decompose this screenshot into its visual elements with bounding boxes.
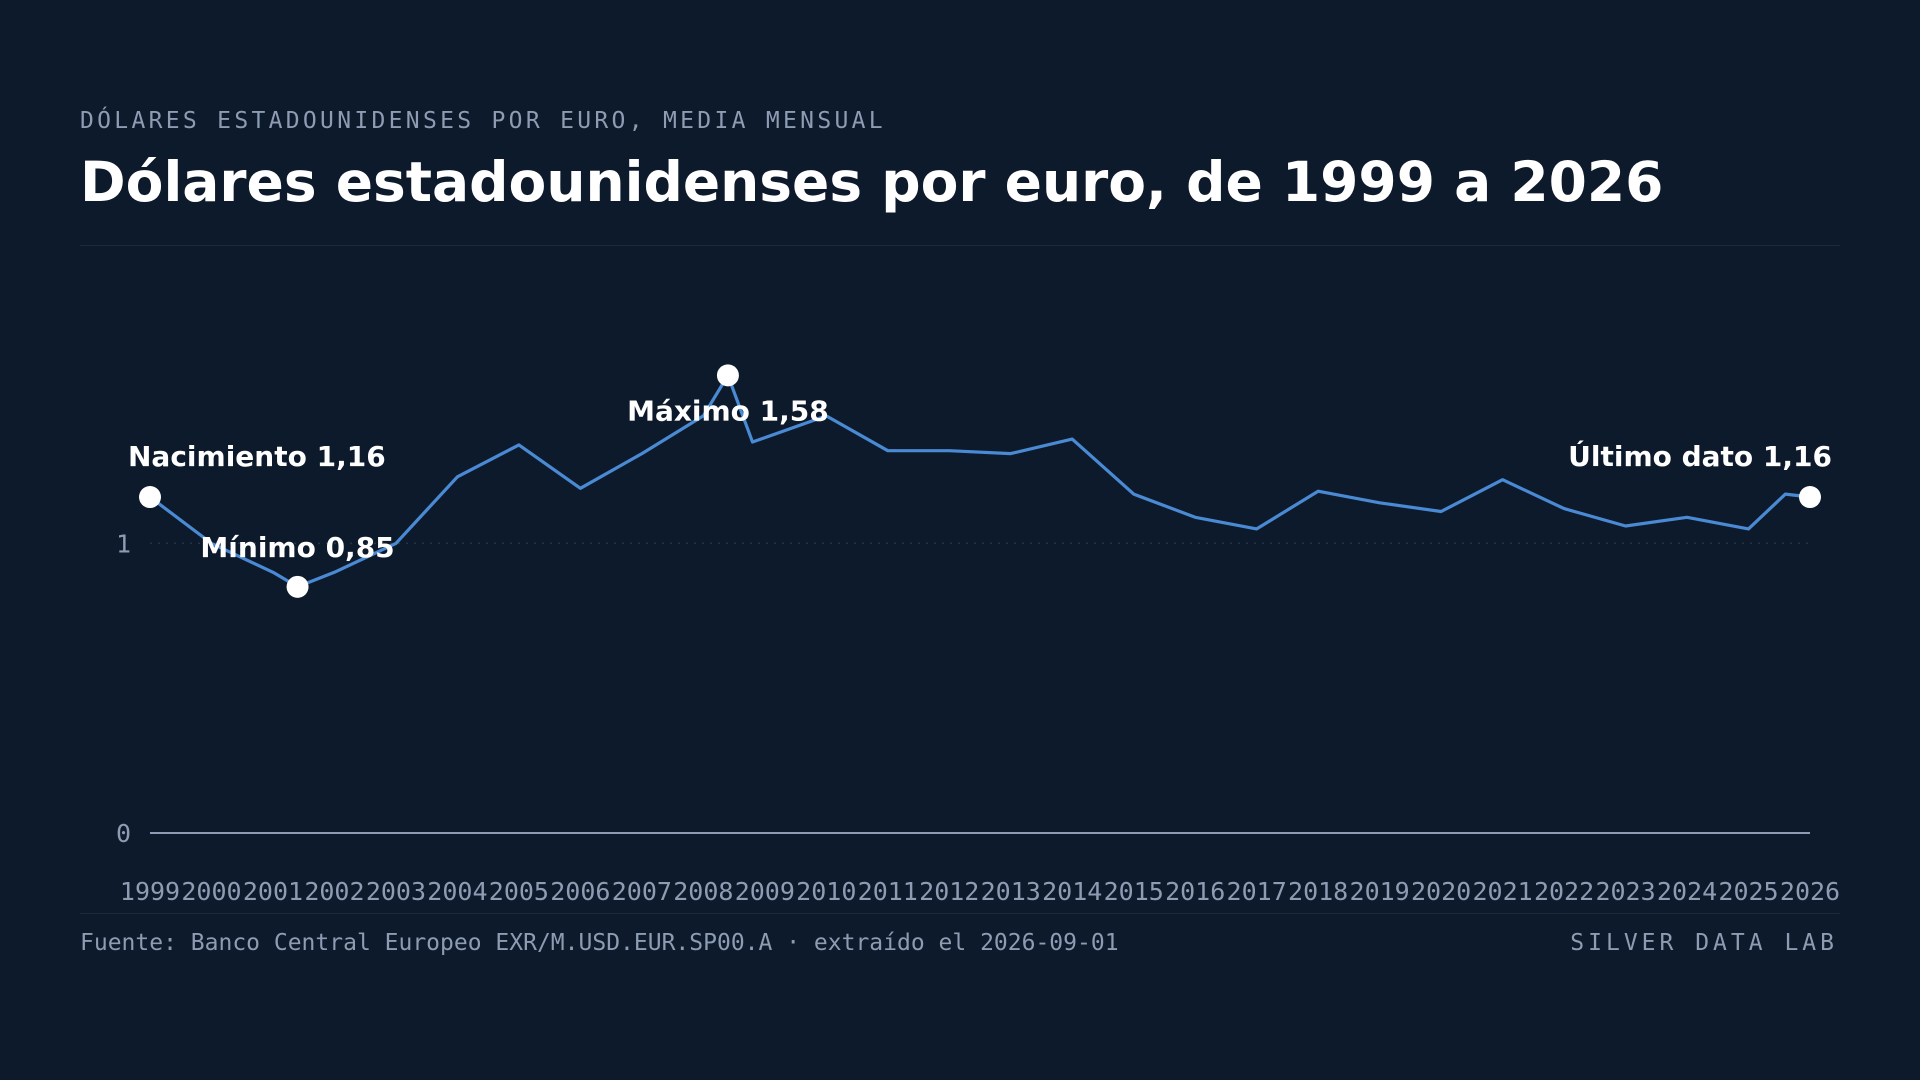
brand-label: SILVER DATA LAB	[1570, 930, 1838, 956]
annotation-marker	[139, 486, 161, 509]
annotation-marker	[1799, 486, 1821, 509]
series-layer	[148, 373, 1812, 589]
x-tick-label: 2004	[427, 877, 487, 906]
source-note: Fuente: Banco Central Europeo EXR/M.USD.…	[80, 930, 1119, 956]
annotations: Nacimiento 1,16 Mínimo 0,85 Máximo 1,58 Últ…	[128, 364, 1832, 598]
x-tick-label: 2013	[981, 877, 1041, 906]
x-tick-label: 2002	[304, 877, 364, 906]
x-tick-label: 2011	[858, 877, 918, 906]
footer-divider	[80, 913, 1840, 914]
x-tick-label: 2012	[919, 877, 979, 906]
x-tick-label: 2006	[550, 877, 610, 906]
chart-title: Dólares estadounidenses por euro, de 199…	[80, 150, 1664, 214]
annotation-marker	[716, 364, 739, 387]
x-tick-label: 2018	[1288, 877, 1348, 906]
x-tick-label: 2003	[366, 877, 426, 906]
x-tick-label: 2007	[612, 877, 672, 906]
x-tick-label: 2000	[181, 877, 241, 906]
x-tick-label: 2019	[1350, 877, 1410, 906]
x-tick-label: 2010	[796, 877, 856, 906]
x-tick-label: 2014	[1042, 877, 1102, 906]
x-tick-label: 2022	[1534, 877, 1594, 906]
x-tick-label: 2025	[1718, 877, 1778, 906]
chart-kicker: DÓLARES ESTADOUNIDENSES POR EURO, MEDIA …	[80, 108, 886, 134]
x-tick-label: 2023	[1595, 877, 1655, 906]
header-divider	[80, 245, 1840, 246]
x-tick-label: 2016	[1165, 877, 1225, 906]
annotation-label: Máximo 1,58	[627, 394, 829, 427]
x-tick-label: 2005	[489, 877, 549, 906]
x-tick-label: 1999	[120, 877, 180, 906]
annotation-marker	[286, 575, 309, 598]
annotation-label: Nacimiento 1,16	[128, 440, 386, 473]
x-tick-label: 2001	[243, 877, 303, 906]
x-tick-label: 2009	[735, 877, 795, 906]
x-tick-label: 2021	[1472, 877, 1532, 906]
x-tick-label: 2026	[1780, 877, 1840, 906]
x-tick-label: 2020	[1411, 877, 1471, 906]
x-tick-label: 2015	[1104, 877, 1164, 906]
x-tick-label: 2008	[673, 877, 733, 906]
y-tick-label: 1	[116, 529, 131, 558]
annotation-label: Último dato 1,16	[1568, 439, 1832, 473]
x-tick-label: 2024	[1657, 877, 1717, 906]
y-tick-label: 0	[116, 819, 131, 848]
series-line	[148, 373, 1812, 589]
x-tick-label: 2017	[1227, 877, 1287, 906]
annotation-label: Mínimo 0,85	[200, 531, 394, 564]
